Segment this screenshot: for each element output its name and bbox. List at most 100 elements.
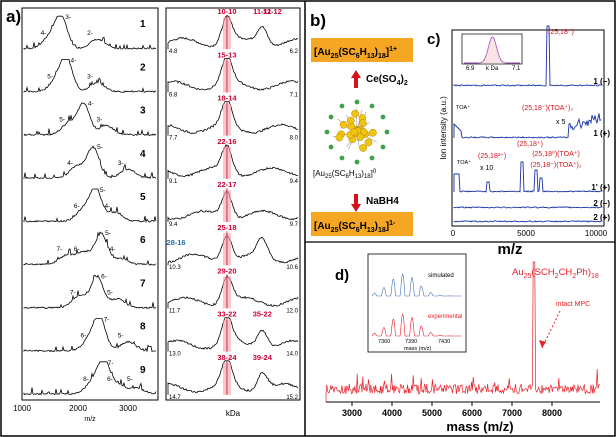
panel-c-inset	[464, 36, 520, 64]
panel-a-extra-peak-label: 12-12	[263, 7, 282, 16]
panel-a-xmax: 12.0	[286, 308, 298, 314]
panel-a-left-spectrum-8	[23, 318, 157, 353]
panel-a-left-spectrum-5	[23, 188, 157, 224]
au25-cluster-image	[324, 99, 390, 165]
panel-d-inset-simulated: simulated	[428, 273, 454, 279]
reductant-label: NaBH4	[366, 196, 399, 207]
panel-a-xmin: 9.4	[169, 222, 178, 228]
panel-a-charge-label: 6-	[74, 203, 80, 210]
panel-a-extra-peak-label: 39-24	[253, 353, 273, 362]
panel-c-annotation: TOA⁺	[456, 104, 470, 111]
intact-mpc-pointer	[541, 310, 561, 349]
panel-a-peak-label: 38-24	[217, 353, 237, 362]
panel-a-row-index: 5	[140, 192, 146, 203]
panel-d-xtick: 5000	[422, 408, 442, 418]
panel-d-spectrum	[325, 261, 600, 402]
panel-a-left-spectrum-4	[23, 145, 157, 180]
panel-a-charge-label: 8-	[83, 376, 89, 383]
panel-a-charge-label: 4-	[104, 203, 110, 210]
panel-a-profile-4	[167, 144, 299, 179]
panel-a-charge-label: 2-	[87, 30, 93, 37]
panel-c-trace-label: 2 (−)	[593, 199, 610, 208]
panel-a-left-tick-1000: 1000	[13, 404, 31, 413]
panel-d-trace	[325, 261, 600, 402]
panel-a-xmax: 9.7	[290, 222, 299, 228]
panel-a-charge-label: 7-	[57, 246, 63, 253]
panel-a-charge-label: 7-	[70, 289, 76, 296]
panel-d-xlabel: mass (m/z)	[446, 419, 513, 434]
panel-a-charge-label: 4-	[88, 101, 94, 108]
panel-a-extra-peak-label: 28-16	[166, 238, 185, 247]
panel-a-xmin: 10.3	[169, 265, 181, 271]
panel-a-charge-label: 5-	[105, 230, 111, 237]
panel-a-row-index: 8	[140, 322, 146, 333]
reduced-formula: [Au25(SC6H13)18]1-	[314, 220, 396, 234]
panel-a-xmax: 7.1	[290, 92, 299, 98]
panel-a-peak-label: 18-14	[217, 94, 237, 103]
panel-a-right-xlabel: kDa	[226, 409, 241, 418]
oxidized-formula-box	[311, 38, 413, 62]
panel-c-trace	[453, 161, 602, 193]
oxidation-arrow	[351, 70, 361, 88]
panel-d-inset-tick-2: 7390	[405, 339, 417, 345]
panel-c-trace	[453, 113, 602, 139]
panel-a-left-spectrum-6	[23, 231, 157, 266]
panel-a-profile-3	[167, 101, 299, 136]
panel-c-annotation: (25,18²⁺)	[478, 153, 506, 160]
panel-a-xmin: 9.1	[169, 179, 178, 185]
panel-a-charge-label: 5-	[59, 117, 65, 124]
panel-a-charge-label: 6-	[81, 333, 87, 340]
panel-a-charge-label: 3-	[87, 73, 93, 80]
panel-c-inset-tick-1: 6.9	[466, 66, 475, 72]
panel-c-label: c)	[427, 31, 440, 48]
panel-a-peak-label: 10-10	[217, 7, 236, 16]
panel-c-trace	[453, 206, 602, 209]
panel-c-trace-label: 2 (+)	[593, 213, 610, 222]
panel-a-charge-label: 4-	[41, 30, 47, 37]
panel-c-trace-label: 1 (+)	[593, 129, 610, 138]
panel-a-charge-label: 6-	[107, 376, 113, 383]
panel-a-left-spectrum-7	[23, 274, 157, 309]
panel-a-charge-label: 3-	[96, 117, 102, 124]
panel-a-left-spectrum-2	[23, 59, 157, 93]
panel-c-annotation: (25,18⁻)(TOA⁺)₂	[530, 162, 581, 169]
oxidized-formula: [Au25(SC6H13)18]1+	[314, 46, 397, 60]
panel-a-xmin: 4.8	[169, 49, 178, 55]
panel-c-traces: 1 (−) 1 (+) 1' (+) 2 (−) 2 (+) (25,18⁻) TOA⁺ (2…	[453, 25, 610, 223]
panel-a-xmax: 8.0	[290, 136, 299, 142]
panel-a-profile-7	[167, 275, 299, 309]
panel-a-left-spectrum-3	[23, 102, 157, 137]
panel-a-peak-label: 22-17	[217, 180, 236, 189]
panel-a-charge-label: 7-	[108, 360, 114, 367]
panel-d-formula: Au25(SCH2CH2Ph)18	[512, 267, 599, 280]
panel-a-peak-label: 22-16	[217, 137, 236, 146]
panel-d-xtick: 7000	[502, 408, 522, 418]
panel-a-xmax: 10.6	[286, 265, 298, 271]
panel-a-charge-label: 5-	[127, 376, 133, 383]
panel-a-charge-label: 4-	[67, 160, 73, 167]
panel-c-xlabel: m/z	[497, 241, 522, 258]
panel-c-annotation: (25,18⁺)	[517, 141, 543, 148]
panel-a-xmax: 15.2	[286, 395, 298, 401]
panel-a-xmin: 6.8	[169, 92, 178, 98]
panel-d-label: d)	[335, 267, 349, 284]
panel-d-inset-tick-1: 7360	[378, 339, 390, 345]
panel-a-left-spectrum-1	[23, 15, 157, 50]
panel-a-peak-label: 25-18	[217, 223, 236, 232]
panel-a-xmax: 14.0	[286, 352, 298, 358]
panel-a-row-index: 9	[140, 365, 146, 376]
panel-c-trace-label: 1' (+)	[591, 183, 610, 192]
panel-d-xtick: 4000	[382, 408, 402, 418]
panel-a-left-spectra: 3- 4- 2- 1 4- 5- 3- 2 4- 5- 3- 3 5- 4- 3- 4 5- 6- 4- 5 5- 6- 7…	[23, 14, 157, 396]
panel-a-row-index: 1	[140, 19, 146, 30]
panel-d-xtick: 3000	[342, 408, 362, 418]
panel-b-label: b)	[310, 11, 326, 30]
panel-a-profile-9	[167, 360, 299, 395]
panel-a-charge-label: 6-	[101, 273, 107, 280]
panel-c-inset-tick-2: 7.1	[512, 66, 521, 72]
panel-c: c) 1 (−) 1 (+) 1' (+) 2 (−) 2 (+) (25,18⁻) TOA…	[427, 25, 610, 258]
panel-a-profile-5	[167, 191, 299, 222]
panel-a-row-index: 3	[140, 106, 146, 117]
panel-c-annotation: (25,18⁻)	[548, 29, 574, 36]
